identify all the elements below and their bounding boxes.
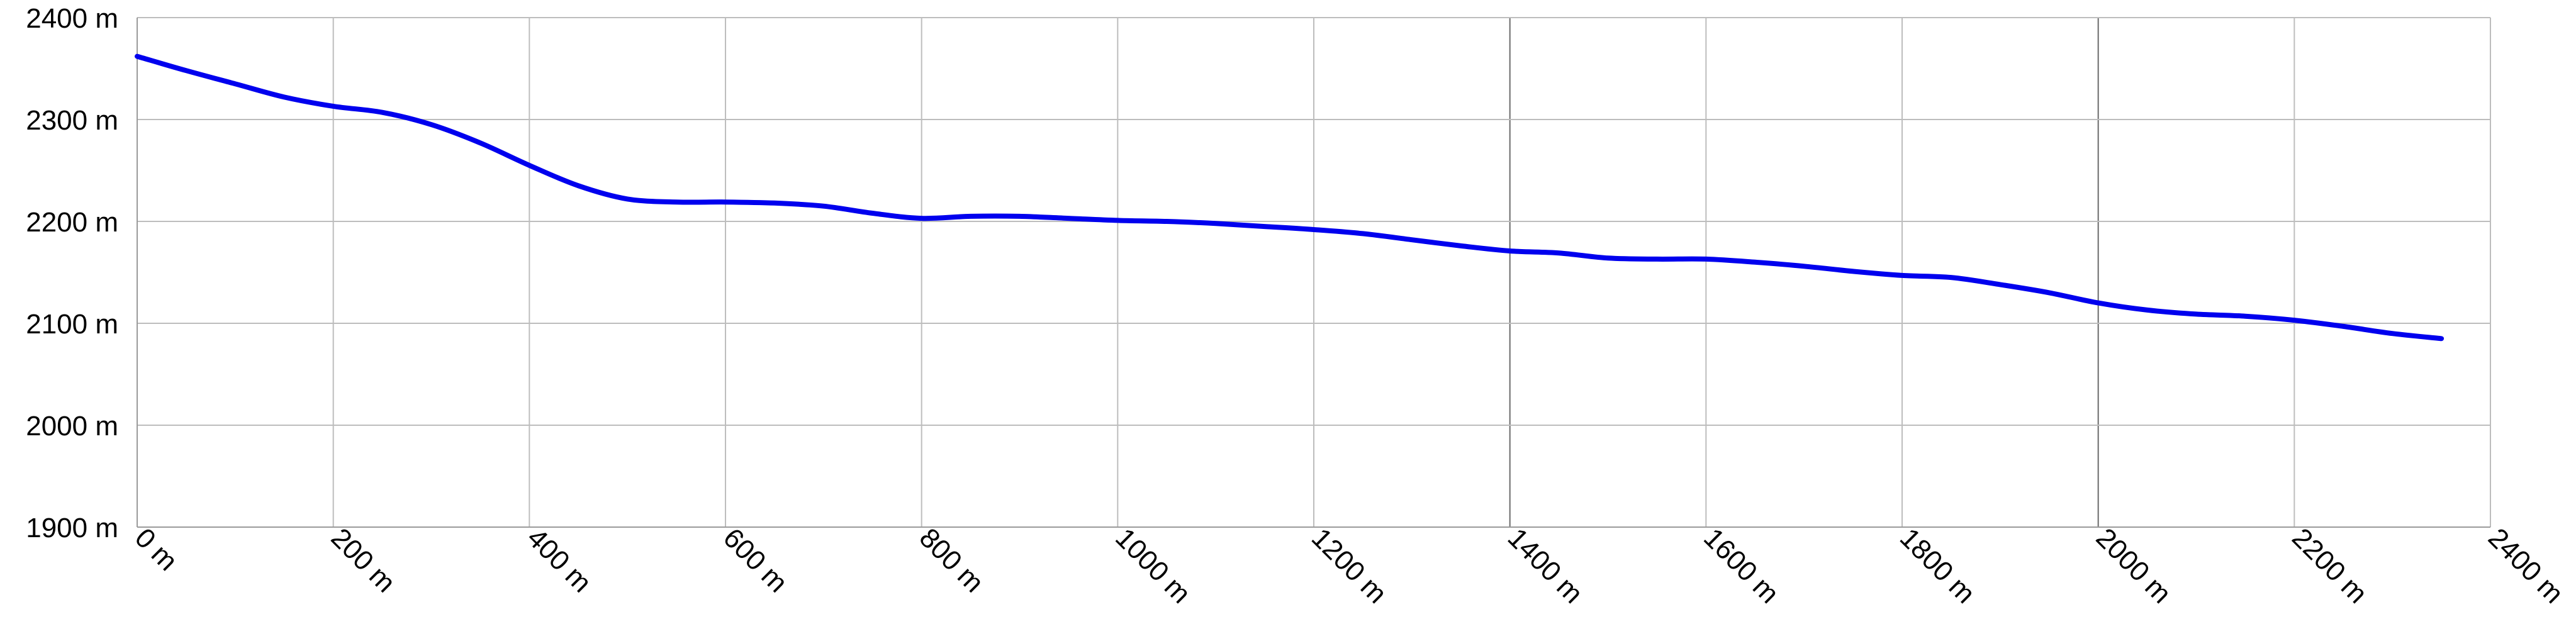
y-tick-label-2200: 2200 m	[26, 207, 118, 238]
series	[135, 53, 2444, 342]
y-tick-label-1900: 1900 m	[26, 513, 118, 543]
elevation-line	[135, 53, 2444, 342]
x-tick-label-600: 600 m	[717, 522, 793, 598]
y-tick-label-2100: 2100 m	[26, 309, 118, 340]
x-tick-label-2400: 2400 m	[2482, 522, 2569, 609]
x-tick-label-1800: 1800 m	[1894, 522, 1981, 609]
y-tick-label-2400: 2400 m	[26, 3, 118, 34]
y-tick-label-2000: 2000 m	[26, 411, 118, 442]
y-tick-label-2300: 2300 m	[26, 105, 118, 136]
grid	[137, 17, 2491, 528]
x-tick-label-400: 400 m	[521, 522, 597, 598]
axes	[137, 18, 2490, 528]
tick-labels: 1900 m 2000 m 2100 m 2200 m 2300 m 2400 m 0 m 2…	[26, 3, 2569, 610]
x-tick-label-1400: 1400 m	[1502, 522, 1589, 609]
x-tick-label-800: 800 m	[914, 522, 990, 598]
x-tick-label-0: 0 m	[129, 522, 184, 577]
x-tick-label-200: 200 m	[325, 522, 401, 598]
x-tick-label-2000: 2000 m	[2090, 522, 2177, 609]
x-tick-label-1000: 1000 m	[1109, 522, 1196, 609]
x-tick-label-2200: 2200 m	[2286, 522, 2373, 609]
x-tick-label-1600: 1600 m	[1698, 522, 1784, 609]
x-tick-label-1200: 1200 m	[1306, 522, 1392, 609]
